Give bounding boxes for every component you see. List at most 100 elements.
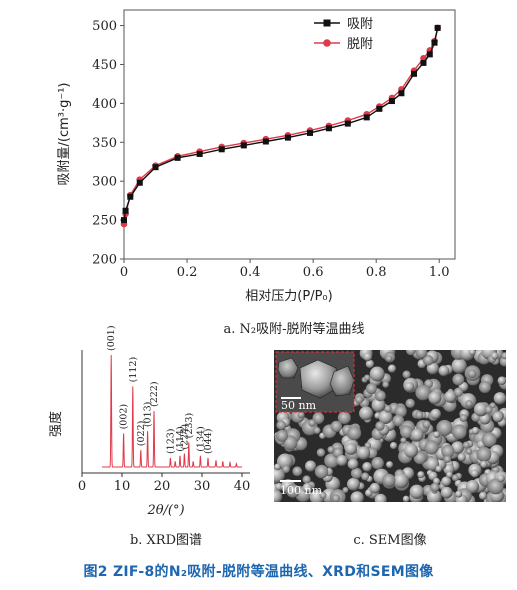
sem-particle [443, 463, 455, 475]
sem-particle [451, 424, 467, 440]
sem-particle [443, 455, 452, 464]
x-tick-label-b: 30 [194, 479, 211, 494]
legend-marker-desorption [323, 39, 331, 47]
subcaption-b: b. XRD图谱 [130, 533, 202, 548]
sem-particle [470, 469, 479, 478]
data-point-adsorption [218, 146, 225, 153]
sem-particle [365, 359, 375, 369]
sem-particle [393, 473, 409, 489]
sem-particle [400, 437, 407, 444]
peak-label: (001) [106, 325, 117, 351]
sem-particle [400, 425, 413, 439]
sem-particle [394, 405, 407, 418]
sem-particle [402, 370, 411, 379]
data-point-adsorption [196, 150, 203, 157]
sem-particle [444, 390, 457, 403]
sem-particle [374, 493, 387, 502]
sem-particle [314, 464, 329, 479]
sem-particle [438, 365, 450, 377]
peak-label: (044) [203, 428, 214, 454]
data-point-adsorption [174, 154, 181, 161]
plot-a-frame [123, 9, 456, 260]
x-tick-label-a: 0 [120, 265, 128, 280]
data-point-adsorption [434, 24, 441, 31]
data-point-adsorption [344, 120, 351, 127]
peak-label: (002) [119, 404, 130, 430]
sem-particle [430, 482, 440, 492]
panel-b: 0 10 20 30 40 (001) (002) (112) (022)(013)(222)… [48, 325, 250, 548]
data-point-adsorption [388, 98, 395, 105]
sem-particle [465, 400, 473, 408]
y-tick-label-a: 300 [92, 175, 117, 190]
sem-particle [387, 364, 397, 373]
sem-particle [384, 405, 392, 413]
sem-particle [478, 381, 491, 394]
sem-particle [467, 369, 477, 379]
data-point-adsorption [420, 59, 427, 66]
sem-particle [415, 385, 431, 401]
sem-particle [428, 391, 442, 405]
sem-particle [369, 366, 385, 382]
sem-particle [276, 420, 287, 430]
sem-particle [302, 482, 313, 493]
sem-particle [313, 427, 321, 434]
sem-particle [365, 383, 377, 395]
sem-particle [274, 463, 281, 471]
sem-particle [473, 402, 488, 417]
data-point-adsorption [127, 193, 134, 200]
sem-particle [392, 414, 405, 427]
sem-particle [451, 474, 459, 482]
sem-particle [361, 472, 370, 481]
xrd-peak-labels: (001) (002) (112) (022)(013)(222) (123)(114)… [106, 325, 214, 454]
sem-particle [491, 352, 499, 360]
sem-particle [427, 489, 442, 502]
sem-particle [390, 442, 398, 450]
sem-particle [493, 392, 506, 405]
sem-particle [476, 446, 492, 462]
subcaption-a: a. N₂吸附-脱附等温曲线 [224, 321, 365, 337]
sem-particle [275, 482, 283, 491]
sem-particle [404, 443, 419, 458]
peak-label: (114) [175, 426, 186, 452]
sem-particle [451, 441, 464, 454]
sem-particle [362, 462, 372, 472]
sem-particle [415, 350, 428, 359]
sem-particle [375, 390, 386, 402]
data-point-adsorption [325, 125, 332, 132]
sem-particle [422, 354, 434, 366]
data-point-adsorption [122, 207, 129, 214]
sem-particle [424, 440, 439, 455]
sem-particle [451, 358, 467, 374]
sem-particle [345, 442, 357, 455]
peak-label: (022) [136, 421, 147, 447]
sem-particle [297, 411, 305, 419]
x-tick-label-b: 20 [154, 479, 171, 494]
sem-particle [402, 495, 410, 502]
sem-particle [316, 448, 326, 457]
sem-particle [487, 478, 504, 495]
data-point-adsorption [411, 70, 418, 77]
sem-particle [481, 432, 497, 447]
panel-c: 50 nm 100 nm c. SEM图像 [274, 350, 506, 548]
sem-particle [274, 489, 283, 502]
sem-particle [312, 412, 325, 425]
sem-particle [405, 398, 415, 408]
figure-caption: 图2 ZIF-8的N₂吸附-脱附等温曲线、XRD和SEM图像 [83, 564, 434, 580]
x-tick-label-a: 0.4 [240, 265, 261, 280]
sem-particle [337, 411, 351, 425]
data-point-adsorption [431, 39, 438, 46]
sem-particle [347, 426, 362, 441]
sem-particle [417, 471, 425, 479]
sem-particle [422, 420, 431, 429]
sem-particle [492, 411, 504, 423]
sem-inset-scale-label: 50 nm [281, 399, 317, 412]
sem-particle [371, 398, 386, 412]
sem-particle [350, 467, 363, 479]
sem-particle [453, 387, 464, 397]
data-point-adsorption [152, 164, 159, 171]
sem-particle [465, 448, 473, 455]
sem-particle [331, 494, 340, 502]
x-axis-label-a: 相对压力(P/P₀) [245, 289, 332, 304]
sem-particle [411, 428, 424, 442]
series-line-desorption [123, 27, 439, 225]
